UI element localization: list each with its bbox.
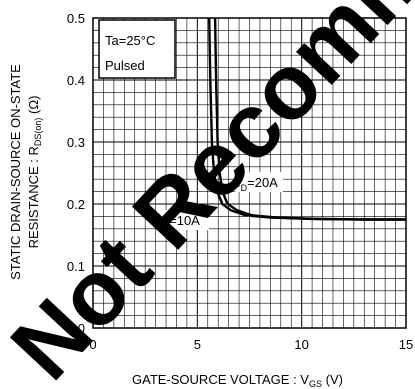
x-axis-label: GATE-SOURCE VOLTAGE : VGS (V) [132,372,343,389]
condition-pulsed: Pulsed [105,58,145,73]
label-10a-sub: D [163,221,170,231]
series-label-20a: ID=20A [235,172,283,193]
x-tick-label: 15 [399,337,413,352]
y-axis-label-line1: STATIC DRAIN-SOURCE ON-STATE [8,64,23,280]
series-line-20a [213,17,406,221]
data-curves [208,17,406,221]
label-10a-main: I [159,213,163,228]
label-20a-main: I [237,175,241,190]
svg-text:ID=10A: ID=10A [159,213,200,231]
condition-temperature: Ta=25°C [105,33,155,48]
x-tick-label: 10 [294,337,308,352]
plot-frame [92,17,407,329]
y-tick-label: 0.5 [67,11,85,26]
y-tick-label: 0.2 [67,197,85,212]
label-20a-rest: =20A [247,175,278,190]
label-10a-rest: =10A [169,213,200,228]
tick-labels: 0 5 10 15 0 0.1 0.2 0.3 0.4 0.5 [67,11,413,352]
y-tick-label: 0.1 [67,259,85,274]
y-tick-label: 0 [78,321,85,336]
x-tick-label: 5 [194,337,201,352]
y-tick-label: 0.3 [67,135,85,150]
label-20a-sub: D [241,183,248,193]
svg-text:ID=20A: ID=20A [237,175,278,193]
y-axis-label-line2: RESISTANCE : RDS(on) (Ω) [26,96,43,249]
y-tick-label: 0.4 [67,73,85,88]
series-label-10a: ID=10A [157,210,209,231]
x-tick-label: 0 [89,337,96,352]
condition-box: Ta=25°C Pulsed [98,19,176,79]
